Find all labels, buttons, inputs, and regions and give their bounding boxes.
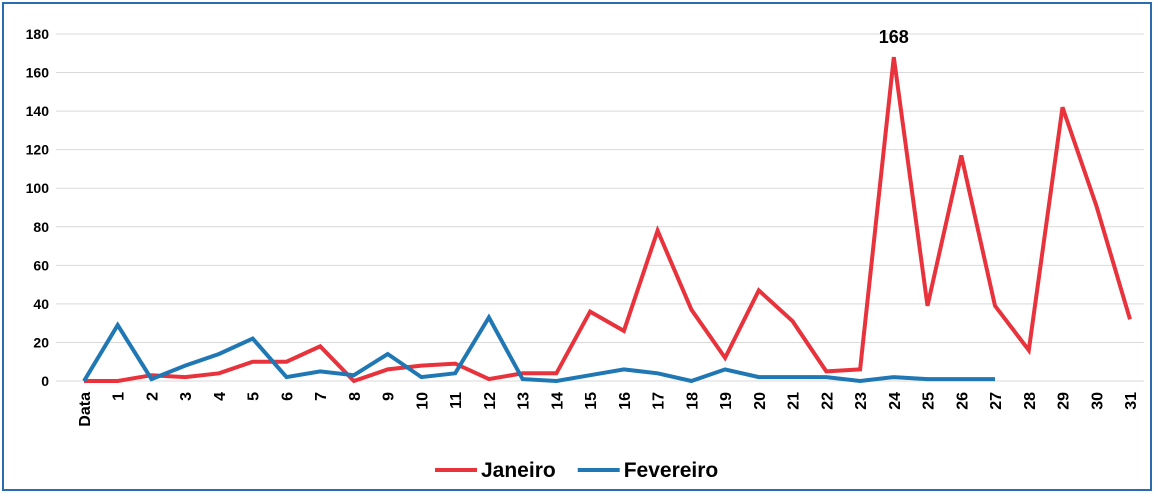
x-tick-label: 12 [482,392,499,410]
x-tick-label: 11 [448,392,465,409]
x-tick-label: 24 [887,392,904,410]
y-tick-label: 40 [33,296,49,312]
x-tick-label: 25 [921,392,938,410]
x-tick-label: 19 [718,392,735,410]
x-tick-label: 9 [381,392,398,401]
y-tick-label: 160 [26,65,50,81]
x-tick-label: 10 [414,392,431,410]
x-tick-label: 16 [617,392,634,410]
y-tick-label: 100 [26,180,50,196]
x-tick-label: 14 [549,392,566,410]
x-tick-label: 26 [954,392,971,410]
x-tick-label: 13 [516,392,533,410]
x-tick-label: 1 [111,392,128,401]
x-tick-label: Data [77,392,94,427]
y-tick-label: 180 [26,26,50,42]
x-tick-label: 29 [1056,392,1073,410]
x-tick-label: 18 [684,392,701,410]
x-tick-label: 5 [246,392,263,401]
x-tick-label: 8 [347,392,364,401]
series-line-janeiro [84,56,1132,384]
x-tick-label: 6 [279,392,296,401]
series-line-fevereiro [82,313,995,384]
x-tick-label: 31 [1123,392,1140,410]
y-tick-label: 120 [26,142,50,158]
legend-label-janeiro: Janeiro [481,459,556,482]
x-tick-label: 27 [988,392,1005,410]
data-label: 168 [879,27,909,47]
y-tick-label: 0 [41,373,49,389]
x-tick-label: 4 [212,392,229,401]
x-tick-label: 15 [583,392,600,410]
y-tick-label: 140 [26,103,50,119]
x-tick-label: 30 [1089,392,1106,410]
y-tick-label: 60 [33,257,49,273]
y-tick-label: 80 [33,219,49,235]
x-tick-label: 22 [819,392,836,410]
x-tick-label: 23 [853,392,870,410]
x-tick-label: 17 [651,392,668,410]
x-tick-label: 21 [786,392,803,410]
x-tick-label: 20 [752,392,769,410]
x-tick-label: 7 [313,392,330,401]
x-tick-label: 2 [144,392,161,401]
x-tick-label: 28 [1022,392,1039,410]
chart-frame: 0 20 40 60 80 100 120 140 160 180 Data 1 2 3 4 5 6 7 8 9 10 1… [2,2,1152,491]
x-tick-label: 3 [178,392,195,401]
legend-label-fevereiro: Fevereiro [624,459,719,482]
y-tick-label: 20 [33,334,49,350]
